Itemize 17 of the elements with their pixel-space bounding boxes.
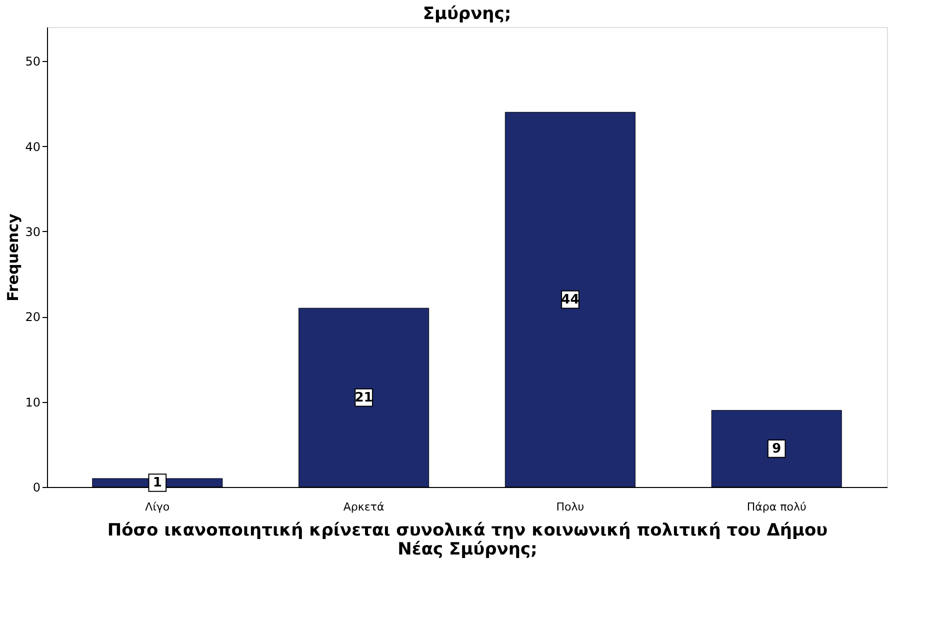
y-tick-label: 0 [32,480,40,494]
y-tick-label: 30 [25,224,40,239]
data-label: 44 [561,292,580,308]
y-tick-label: 40 [25,140,40,154]
chart-title: Σμύρνης; [422,4,512,24]
y-tick-label: 20 [25,310,40,324]
data-label: 9 [772,442,782,457]
x-axis-title: Πόσο ικανοποιητική κρίνεται συνολικά την κοινωνική πολιτική του Δήμου Νέας Σμύρνης; [107,520,828,560]
x-tick-label: Αρκετά [343,500,384,514]
y-tick-label: 10 [25,395,40,410]
x-tick-label: Λίγο [145,500,170,514]
y-axis-title: Frequency [4,213,22,302]
x-tick-label: Πάρα πολύ [746,500,806,514]
data-label: 21 [354,390,373,406]
data-label: 1 [152,476,162,491]
y-tick-label: 50 [25,54,40,69]
x-tick-label: Πολυ [556,500,584,514]
